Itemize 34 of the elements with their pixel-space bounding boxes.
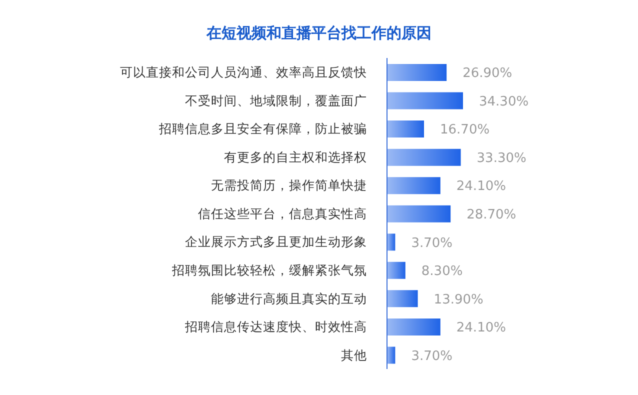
bar: [387, 205, 451, 222]
y-tick-label: 能够进行高频且真实的互动: [211, 290, 367, 306]
y-tick-label: 可以直接和公司人员沟通、效率高且反馈快: [120, 64, 367, 80]
y-tick-label: 招聘信息传达速度快、时效性高: [184, 319, 367, 334]
data-label: 16.70%: [440, 122, 490, 138]
data-label: 3.70%: [411, 236, 453, 251]
bar: [387, 346, 396, 364]
data-label: 3.70%: [411, 348, 453, 364]
data-label: 8.30%: [421, 264, 463, 280]
y-tick-label: 信任这些平台，信息真实性高: [198, 206, 367, 221]
chart-title: 在短视频和直播平台找工作的原因: [205, 24, 432, 43]
data-label: 13.90%: [434, 292, 484, 308]
bar: [387, 290, 418, 308]
y-tick-label: 招聘氛围比较轻松，缓解紧张气氛: [171, 262, 367, 278]
y-tick-label: 有更多的自主权和选择权: [224, 149, 367, 164]
data-label: 28.70%: [466, 207, 516, 222]
y-tick-label: 其他: [341, 347, 367, 362]
bar: [387, 177, 440, 194]
data-label: 24.10%: [456, 320, 506, 336]
bar: [387, 234, 396, 251]
bar: [387, 318, 440, 336]
bar: [387, 92, 463, 110]
data-label: 34.30%: [479, 94, 529, 110]
bar: [387, 262, 406, 279]
data-label: 26.90%: [462, 66, 512, 82]
bar: [387, 120, 424, 138]
data-label: 33.30%: [476, 150, 526, 166]
y-tick-label: 不受时间、地域限制，覆盖面广: [185, 92, 367, 108]
y-tick-label: 招聘信息多且安全有保障，防止被骗: [158, 121, 367, 136]
bar: [387, 148, 461, 166]
y-tick-label: 无需投简历，操作简单快捷: [211, 178, 367, 193]
y-tick-label: 企业展示方式多且更加生动形象: [185, 234, 367, 250]
bar: [387, 64, 447, 81]
data-label: 24.10%: [456, 179, 506, 194]
